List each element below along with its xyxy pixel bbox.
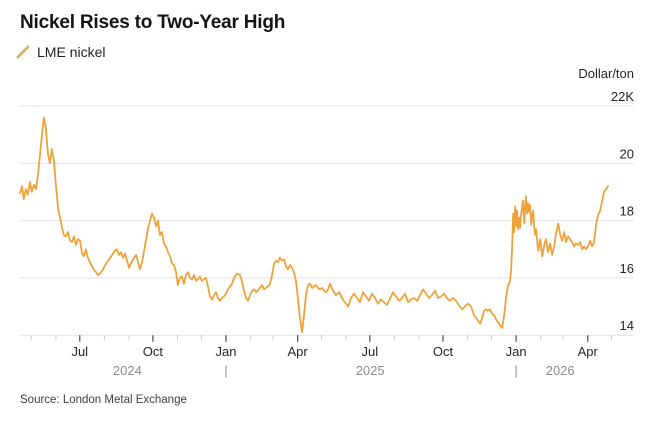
chart-title: Nickel Rises to Two-Year High <box>20 12 286 33</box>
year-label: 2024 <box>113 363 142 378</box>
x-tick-label: Apr <box>288 344 309 359</box>
y-tick-label: 14 <box>620 318 634 333</box>
x-tick-label: Jul <box>362 344 379 359</box>
x-tick-label: Oct <box>433 344 454 359</box>
x-tick-label: Oct <box>143 344 164 359</box>
price-line <box>19 116 609 334</box>
y-tick-label: 22K <box>611 89 634 104</box>
year-separator: | <box>514 363 517 378</box>
year-label: 2026 <box>546 363 575 378</box>
year-label: 2025 <box>356 363 385 378</box>
y-axis-unit-label: Dollar/ton <box>578 66 634 81</box>
x-tick-label: Jul <box>71 344 88 359</box>
legend-label: LME nickel <box>37 44 106 60</box>
legend: LME nickel <box>16 44 105 60</box>
y-tick-label: 18 <box>620 204 634 219</box>
year-separator: | <box>224 363 227 378</box>
source-note: Source: London Metal Exchange <box>20 394 187 406</box>
legend-line-icon <box>16 45 30 59</box>
y-tick-label: 20 <box>620 146 634 161</box>
x-tick-label: Jan <box>215 344 236 359</box>
y-tick-label: 16 <box>620 261 634 276</box>
x-tick-label: Jan <box>506 344 527 359</box>
x-tick-label: Apr <box>578 344 599 359</box>
